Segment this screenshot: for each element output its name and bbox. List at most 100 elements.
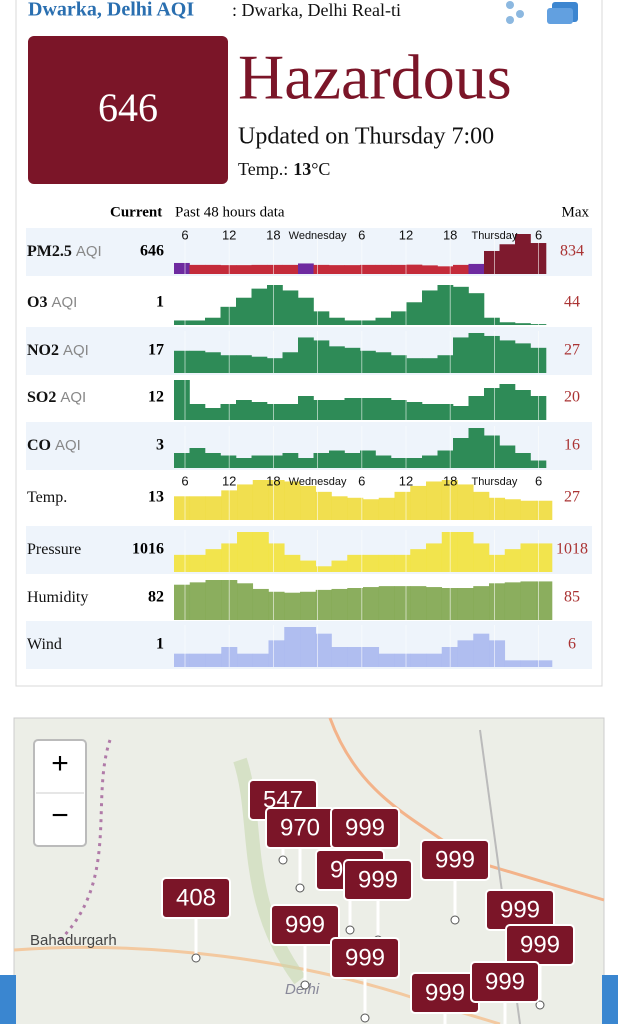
history-bar: [300, 485, 317, 520]
row-max: 44: [564, 294, 580, 311]
zoom-in[interactable]: +: [51, 747, 69, 780]
marker-label[interactable]: 970: [280, 814, 320, 841]
row-label: O3 AQI: [27, 294, 77, 311]
history-bar: [484, 435, 500, 468]
history-bar: [329, 450, 345, 468]
marker-label[interactable]: 999: [345, 814, 385, 841]
history-bar: [453, 438, 469, 468]
marker-dot: [450, 915, 460, 925]
marker-dot: [345, 925, 355, 935]
history-bar: [344, 398, 361, 420]
history-bar: [453, 337, 469, 373]
history-bar: [344, 265, 361, 274]
temp-label: Temp.:: [238, 159, 288, 179]
history-bar: [267, 455, 283, 468]
marker-label[interactable]: 999: [435, 846, 475, 873]
history-bar: [468, 263, 485, 274]
history-bar: [410, 586, 427, 620]
map[interactable]: + − Bahadurgarh Delhi 547970999999408999…: [0, 717, 618, 1024]
row-label: NO2 AQI: [27, 342, 89, 359]
row-name: Pressure: [27, 541, 81, 558]
window-icon[interactable]: [547, 2, 578, 24]
history-bar: [453, 264, 469, 274]
history-bar: [344, 320, 361, 325]
history-bar: [484, 335, 500, 373]
marker-label[interactable]: 999: [485, 968, 525, 995]
history-bar: [504, 549, 521, 572]
history-bar: [300, 627, 317, 667]
time-label: 6: [181, 227, 188, 242]
time-label: 18: [443, 473, 457, 488]
history-bar: [313, 264, 330, 274]
history-bar: [406, 358, 423, 373]
marker-label[interactable]: 999: [500, 896, 540, 923]
marker-dot: [535, 1000, 545, 1010]
history-bar: [329, 400, 345, 420]
row-unit: AQI: [63, 342, 89, 359]
station-subtitle: : Dwarka, Delhi Real-ti: [232, 0, 401, 20]
history-bar: [284, 592, 301, 620]
history-bar: [189, 404, 206, 420]
history-bar: [220, 265, 237, 274]
row-label: PM2.5 AQI: [27, 243, 102, 260]
history-bar: [422, 404, 438, 420]
marker-label[interactable]: 999: [345, 944, 385, 971]
edge-tab: [0, 975, 16, 1024]
marker-label[interactable]: 999: [520, 931, 560, 958]
history-bar: [489, 640, 506, 667]
time-label: 6: [181, 473, 188, 488]
history-bar: [205, 549, 222, 572]
station-title[interactable]: Dwarka, Delhi AQI: [28, 0, 194, 21]
temp: Temp.: 13°C: [238, 159, 330, 179]
history-bar: [300, 560, 317, 572]
history-bar: [189, 320, 206, 325]
history-bar: [394, 586, 411, 620]
history-bar: [267, 285, 283, 325]
row-unit: AQI: [55, 437, 81, 454]
history-bar: [457, 640, 474, 667]
history-bar: [473, 633, 490, 667]
time-label: 18: [443, 227, 457, 242]
share-icon[interactable]: [506, 1, 524, 24]
marker-label[interactable]: 999: [285, 911, 325, 938]
history-bar: [375, 455, 392, 468]
col-max: Max: [562, 204, 590, 220]
history-bar: [504, 499, 521, 520]
history-bar: [329, 346, 345, 373]
row-label: Wind: [27, 636, 62, 653]
row-label: Humidity: [27, 589, 88, 606]
history-bar: [205, 453, 221, 468]
history-bar: [189, 554, 206, 572]
row-max: 20: [564, 389, 580, 406]
marker-label[interactable]: 999: [358, 866, 398, 893]
row-label: Temp.: [27, 489, 67, 506]
edge-tab: [602, 975, 618, 1024]
history-bar: [499, 322, 516, 325]
marker-label[interactable]: 999: [425, 979, 465, 1006]
history-bar: [252, 653, 269, 667]
history-bar: [426, 653, 443, 667]
history-bar: [237, 653, 254, 667]
zoom-out[interactable]: −: [51, 799, 69, 832]
history-bar: [189, 350, 206, 373]
history-bar: [489, 583, 506, 620]
row-name: NO2: [27, 342, 59, 359]
marker-label[interactable]: 408: [176, 884, 216, 911]
history-bar: [410, 485, 427, 520]
history-bar: [284, 481, 301, 520]
col-current: Current: [110, 204, 162, 220]
history-bar: [298, 297, 314, 325]
history-bar: [344, 453, 361, 468]
history-bar: [174, 262, 190, 274]
history-bar: [363, 554, 380, 572]
row-max: 27: [564, 342, 580, 359]
history-bar: [437, 450, 454, 468]
history-bar: [437, 404, 454, 420]
marker-box: [505, 924, 575, 966]
history-bar: [205, 352, 221, 373]
history-bar: [347, 497, 364, 520]
history-bar: [406, 402, 423, 420]
history-bar: [331, 588, 348, 620]
history-bar: [313, 400, 330, 420]
